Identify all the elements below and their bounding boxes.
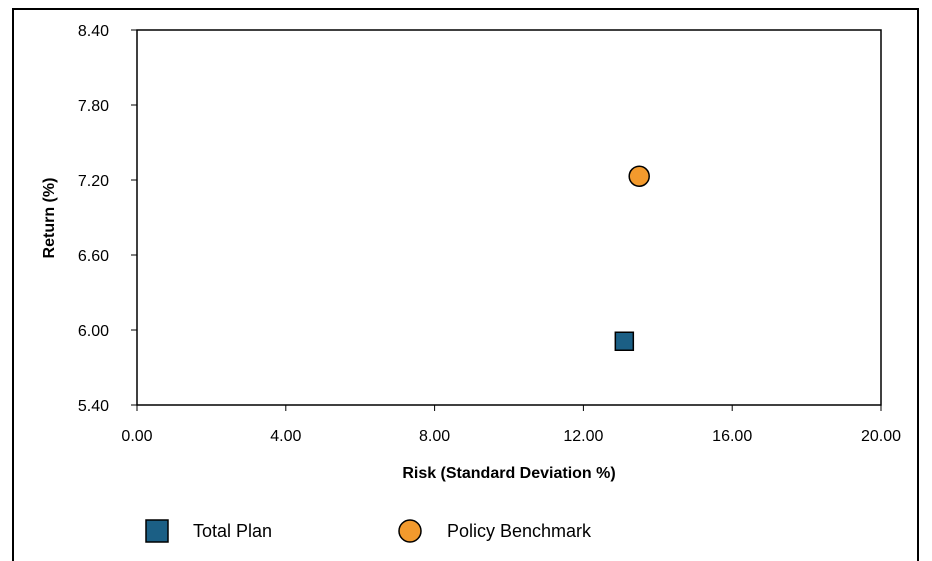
x-tick-label: 8.00 <box>419 428 450 445</box>
x-axis-title: Risk (Standard Deviation %) <box>402 465 615 482</box>
y-tick-label: 7.80 <box>78 98 109 115</box>
legend: Total Plan Policy Benchmark <box>145 519 592 543</box>
total-plan-point <box>614 331 635 351</box>
x-tick-label: 16.00 <box>712 428 752 445</box>
policy-benchmark-point <box>628 165 650 187</box>
x-tick-label: 12.00 <box>563 428 603 445</box>
y-tick-label: 5.40 <box>78 398 109 415</box>
y-axis-ticks: 5.40 6.00 6.60 7.20 7.80 8.40 <box>78 23 137 415</box>
x-axis-ticks: 0.00 4.00 8.00 12.00 16.00 20.00 <box>121 405 901 445</box>
frame-right-border <box>917 8 919 561</box>
legend-circle-marker <box>398 519 422 543</box>
y-axis-title: Return (%) <box>41 178 58 259</box>
chart-frame <box>12 0 919 561</box>
y-tick-label: 6.60 <box>78 248 109 265</box>
frame-left-border <box>12 8 14 561</box>
legend-label: Total Plan <box>193 521 272 541</box>
y-tick-label: 6.00 <box>78 323 109 340</box>
x-tick-label: 0.00 <box>121 428 152 445</box>
x-tick-label: 4.00 <box>270 428 301 445</box>
frame-top-border <box>12 8 919 10</box>
data-points <box>614 165 650 351</box>
y-tick-label: 7.20 <box>78 173 109 190</box>
legend-label: Policy Benchmark <box>447 521 592 541</box>
x-tick-label: 20.00 <box>861 428 901 445</box>
legend-square-marker <box>145 519 169 543</box>
plot-area <box>136 29 882 406</box>
y-tick-label: 8.40 <box>78 23 109 40</box>
